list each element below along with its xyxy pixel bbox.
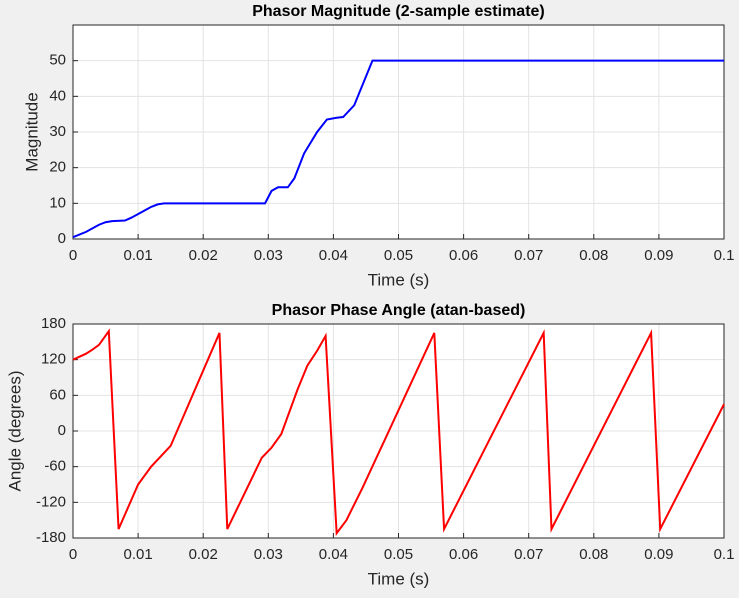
x-axis-label: Time (s) bbox=[368, 270, 430, 289]
x-tick-label: 0.03 bbox=[254, 247, 283, 264]
y-axis-label: Angle (degrees) bbox=[5, 371, 24, 492]
x-tick-label: 0.04 bbox=[319, 546, 348, 563]
y-tick-label: -60 bbox=[44, 458, 66, 475]
x-tick-label: 0.01 bbox=[123, 546, 152, 563]
y-tick-label: 20 bbox=[49, 159, 66, 176]
y-tick-label: 50 bbox=[49, 52, 66, 69]
x-tick-label: 0.02 bbox=[189, 546, 218, 563]
x-tick-label: 0.07 bbox=[514, 247, 543, 264]
x-axis-label: Time (s) bbox=[368, 569, 430, 588]
y-tick-label: -180 bbox=[36, 529, 66, 546]
x-tick-label: 0.09 bbox=[644, 247, 673, 264]
x-tick-label: 0.1 bbox=[714, 546, 735, 563]
x-tick-label: 0.06 bbox=[449, 247, 478, 264]
y-tick-label: 120 bbox=[41, 351, 66, 368]
data-line bbox=[72, 328, 725, 537]
y-tick-label: 40 bbox=[49, 87, 66, 104]
x-tick-label: 0.05 bbox=[384, 546, 413, 563]
x-tick-label: 0.04 bbox=[319, 247, 348, 264]
x-tick-label: 0.02 bbox=[189, 247, 218, 264]
axes-box bbox=[72, 323, 725, 539]
x-tick-label: 0.06 bbox=[449, 546, 478, 563]
y-tick-label: 180 bbox=[41, 315, 66, 332]
x-tick-label: 0.08 bbox=[579, 247, 608, 264]
x-tick-label: 0.07 bbox=[514, 546, 543, 563]
x-tick-label: 0.1 bbox=[714, 247, 735, 264]
y-axis-label: Magnitude bbox=[22, 92, 41, 171]
x-tick-label: 0.01 bbox=[123, 247, 152, 264]
y-tick-label: 30 bbox=[49, 123, 66, 140]
y-tick-label: -120 bbox=[36, 493, 66, 510]
x-tick-label: 0 bbox=[69, 546, 77, 563]
y-tick-label: 60 bbox=[49, 386, 66, 403]
data-line bbox=[72, 59, 724, 239]
x-tick-label: 0.08 bbox=[579, 546, 608, 563]
y-tick-label: 10 bbox=[49, 194, 66, 211]
chart-title: Phasor Magnitude (2-sample estimate) bbox=[252, 3, 545, 20]
x-tick-label: 0.09 bbox=[644, 546, 673, 563]
x-tick-label: 0.05 bbox=[384, 247, 413, 264]
chart-title: Phasor Phase Angle (atan-based) bbox=[272, 302, 526, 319]
x-tick-label: 0.03 bbox=[254, 546, 283, 563]
y-tick-label: 0 bbox=[58, 230, 66, 247]
y-tick-label: 0 bbox=[58, 422, 66, 439]
axes-box bbox=[72, 24, 725, 240]
x-tick-label: 0 bbox=[69, 247, 77, 264]
